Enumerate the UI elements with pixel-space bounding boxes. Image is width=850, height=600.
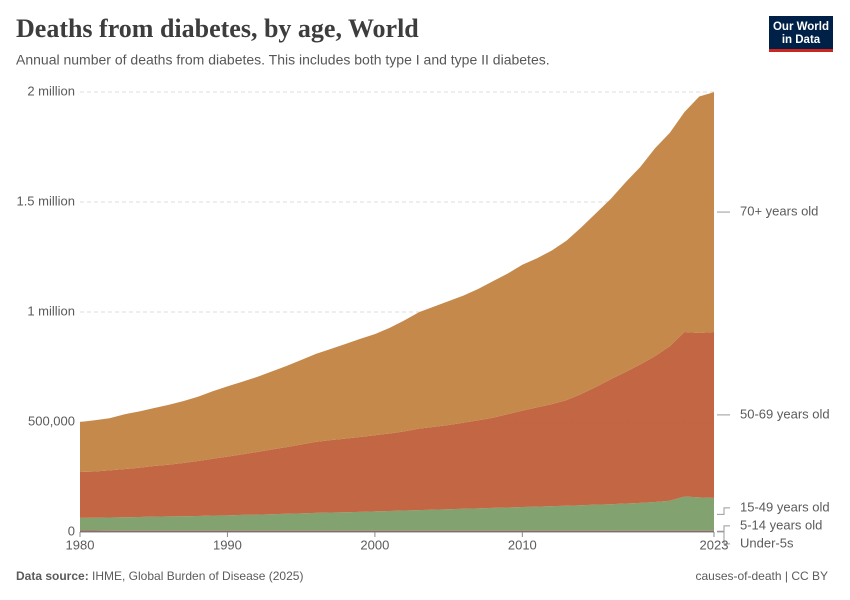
x-tick-label: 2000 <box>360 537 389 552</box>
source-label: Data source: <box>16 569 89 583</box>
x-tick-label: 2010 <box>508 537 537 552</box>
chart-title: Deaths from diabetes, by age, World <box>16 14 419 43</box>
logo-box[interactable] <box>769 16 833 52</box>
y-tick-label: 500,000 <box>28 413 75 428</box>
area <box>80 496 714 531</box>
y-tick-label: 0 <box>68 523 75 538</box>
logo-text: in Data <box>782 34 821 46</box>
source: IHME, Global Burden of Disease (2025) <box>92 569 303 583</box>
x-tick-label: 1990 <box>213 537 242 552</box>
logo-bar <box>769 49 833 52</box>
y-tick-label: 1.5 million <box>16 193 75 208</box>
legend-label: Under-5s <box>740 535 794 550</box>
chart-subtitle: Annual number of deaths from diabetes. T… <box>16 52 550 68</box>
legend-label: 15-49 years old <box>740 499 830 514</box>
area <box>80 92 714 472</box>
y-tick-label: 1 million <box>27 303 75 318</box>
legend-label: 50-69 years old <box>740 406 830 421</box>
legend-leader <box>717 531 730 545</box>
area <box>80 530 714 532</box>
y-tick-label: 2 million <box>27 83 75 98</box>
legend-leader <box>717 525 730 532</box>
x-tick-label: 1980 <box>66 537 95 552</box>
legend-leader <box>717 507 730 515</box>
legend-label: 70+ years old <box>740 203 818 218</box>
area <box>80 331 714 518</box>
legend-label: 5-14 years old <box>740 517 822 532</box>
x-tick-label: 2023 <box>700 537 729 552</box>
logo-text: Our World <box>773 21 829 33</box>
footer-right[interactable]: causes-of-death | CC BY <box>695 569 828 583</box>
